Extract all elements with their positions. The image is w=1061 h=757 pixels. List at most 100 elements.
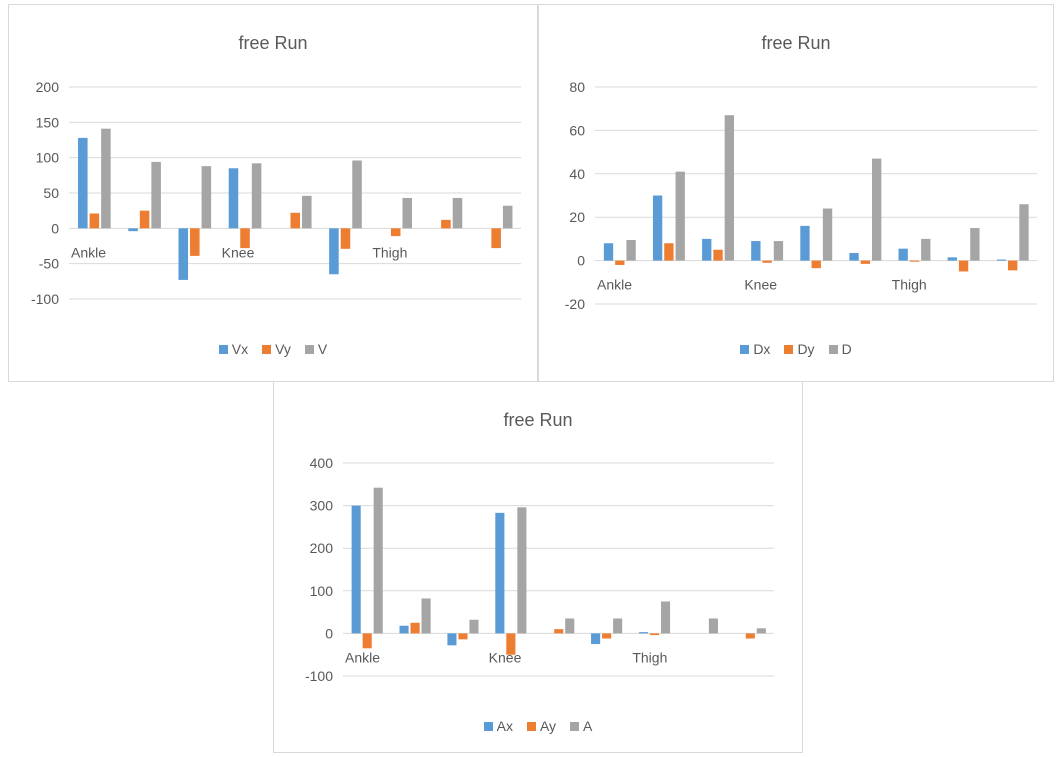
bar-d [970,228,980,261]
bar-a [421,598,431,634]
bar-v [251,163,262,229]
chart-plot-area: 400 300 200 100 0 -100 Ankle Knee Thigh [305,455,774,684]
y-tick-label: 150 [36,114,60,130]
chart-plot-area: 80 60 40 20 0 -20 Ankle Knee Thigh [565,79,1037,312]
chart-title: free Run [503,410,573,430]
legend-label: Vy [275,341,291,357]
legend-item: Dy [784,341,815,357]
bar-ay [649,633,660,636]
legend-item: V [304,341,327,357]
legend-swatch [828,344,838,354]
bar-dx [702,238,712,261]
legend-swatch [570,721,580,731]
bar-dx [603,243,614,261]
chart-displacement: free Run 80 60 40 20 0 -20 Ankle Knee Thigh Dx Dy… [538,4,1054,382]
bar-d [626,239,636,261]
bar-d [871,158,882,261]
bar-ax [351,505,361,634]
legend-label: Dx [753,341,771,357]
bar-dy [713,249,723,261]
chart-title: free Run [238,33,308,53]
legend-item: A [570,718,592,734]
chart-acceleration: free Run 400 300 200 100 0 -100 Ankle Knee Thigh… [273,381,803,753]
bar-dx [751,241,761,261]
legend-label: Ay [539,718,557,734]
bar-v [402,197,413,229]
bar-a [613,618,623,634]
y-tick-label: 0 [325,625,333,641]
bar-ay [602,633,612,639]
bar-ax [447,633,457,646]
bar-vx [178,228,189,280]
bar-dx [652,195,663,261]
bar-dy [811,260,821,269]
y-tick-label: -100 [305,668,333,684]
legend-item: D [828,341,852,357]
y-tick-label: 100 [36,150,60,166]
category-label: Thigh [632,649,667,665]
bar-v [151,161,161,229]
y-tick-label: -100 [31,291,59,307]
bar-vy [89,213,100,229]
category-label: Knee [489,649,522,665]
y-tick-label: 60 [569,122,585,138]
bar-dx [898,248,908,261]
bar-dy [615,260,625,265]
legend-label: D [841,341,852,357]
y-tick-label: -50 [39,256,59,272]
chart-plot-area: 200 150 100 50 0 -50 -100 Ankle Knee Thigh [31,79,521,307]
legend-label: Vx [231,341,249,357]
bar-dy [762,260,772,263]
bar-dx [947,257,957,261]
y-tick-label: 40 [569,166,585,182]
bar-vx [128,228,138,232]
bar-dy [664,243,674,261]
category-label: Ankle [345,649,380,665]
bar-a [660,601,671,634]
bar-d [675,171,685,261]
bar-dy [1008,260,1018,271]
bar-d [773,241,784,261]
legend-item: Vx [218,341,249,357]
bar-dy [909,260,920,262]
bar-vx [228,168,239,229]
bar-vy [240,228,250,249]
legend-swatch [784,344,794,354]
category-label: Thigh [372,244,407,260]
bar-vy [340,228,351,249]
bar-vy [139,210,150,229]
bar-a [517,507,527,634]
bar-ay [554,629,564,634]
bar-v [352,160,362,229]
bar-d [724,115,734,261]
bar-d [921,238,931,261]
bar-a [708,618,718,634]
bar-dx [849,253,859,261]
bar-dy [958,260,969,272]
y-tick-label: 0 [577,253,585,269]
y-tick-label: 200 [310,540,334,556]
bar-v [201,166,212,229]
bar-a [373,487,383,634]
bar-ax [399,625,409,634]
legend-label: Dy [797,341,815,357]
bar-vy [491,228,501,249]
bar-a [565,618,575,634]
chart-title: free Run [761,33,831,53]
category-label: Ankle [71,244,106,260]
y-tick-label: -20 [565,296,585,312]
category-label: Knee [744,277,777,293]
y-tick-label: 100 [310,583,334,599]
legend-label: A [583,718,593,734]
y-tick-label: 200 [36,79,60,95]
y-tick-label: 0 [51,220,59,236]
legend-item: Ay [526,718,557,734]
chart-velocity: free Run 200 150 100 50 0 -50 -100 Ankle Knee Thi… [8,4,538,382]
bar-ay [458,633,468,640]
legend-swatch [304,344,314,354]
legend-swatch [526,721,536,731]
bar-v [502,205,513,229]
category-label: Ankle [597,277,632,293]
chart-legend: Ax Ay A [274,718,802,734]
legend-swatch [483,721,493,731]
